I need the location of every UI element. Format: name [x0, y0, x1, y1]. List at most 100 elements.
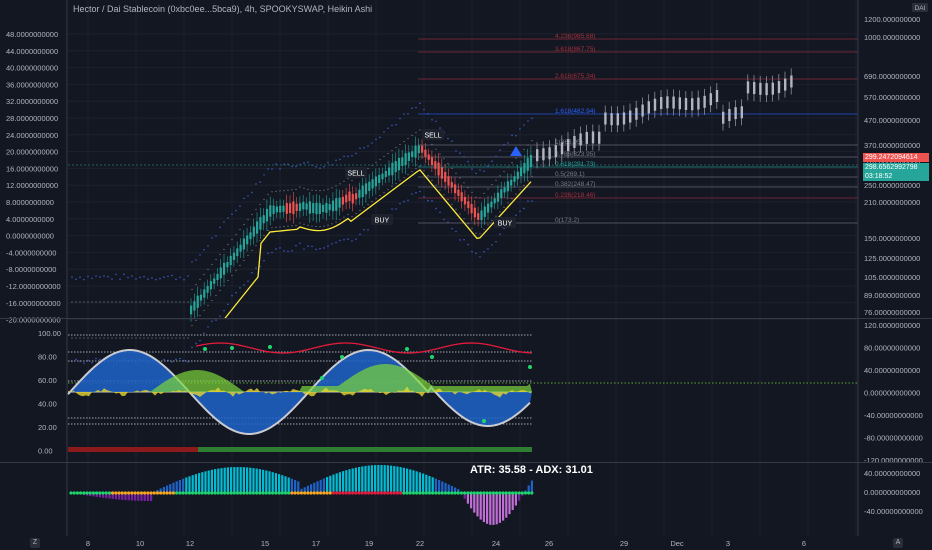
- hist-dot: [469, 491, 473, 495]
- left-axis-label: 20.0000000000: [6, 148, 58, 157]
- band-dot: [447, 163, 449, 165]
- candle-body: [229, 255, 232, 266]
- band-dot: [223, 221, 225, 223]
- hist-dot: [149, 491, 153, 495]
- band-dot: [171, 361, 173, 363]
- band-dot: [439, 153, 441, 155]
- candle-body: [397, 157, 401, 171]
- hist-bar: [194, 474, 197, 493]
- hist-dot: [383, 491, 387, 495]
- band-dot: [87, 275, 89, 278]
- band-dot: [215, 294, 217, 297]
- projection-candle: [610, 113, 613, 126]
- band-dot: [231, 274, 233, 277]
- hist-dot: [162, 491, 166, 495]
- hist-dot: [264, 491, 268, 495]
- candle-body: [440, 167, 443, 179]
- band-dot: [319, 247, 321, 250]
- band-dot: [191, 324, 193, 327]
- band-dot: [387, 127, 389, 130]
- band-dot: [395, 123, 397, 126]
- candle-body: [312, 203, 315, 214]
- hist-dot: [290, 491, 294, 495]
- band-dot: [135, 337, 137, 339]
- projection-candle: [691, 98, 694, 111]
- candle-body: [411, 151, 414, 158]
- right-axis-label: 89.00000000000: [864, 291, 920, 300]
- right-axis-label: 470.0000000000: [864, 116, 920, 125]
- band-dot: [311, 164, 313, 166]
- band-dot: [335, 185, 337, 187]
- hist-dot: [424, 491, 428, 495]
- band-dot: [159, 277, 161, 280]
- hist-dot: [287, 491, 291, 495]
- band-dot: [243, 197, 245, 200]
- band-dot: [75, 301, 77, 303]
- zoom-icon[interactable]: Z: [30, 538, 40, 548]
- hist-dot: [309, 491, 313, 495]
- osc-left-axis-label: 60.00: [38, 376, 57, 385]
- band-dot: [167, 301, 169, 303]
- candle-body: [434, 161, 437, 169]
- peak-dot: [528, 365, 532, 369]
- band-dot: [407, 173, 409, 176]
- osc-right-axis-label: 40.00000000000: [864, 366, 920, 375]
- hist-dot: [245, 491, 249, 495]
- candle-body: [272, 205, 275, 214]
- band-dot: [307, 224, 309, 226]
- hist-bar: [233, 467, 236, 493]
- band-dot: [511, 198, 513, 200]
- band-dot: [315, 189, 317, 192]
- hist-dot: [322, 491, 326, 495]
- band-dot: [231, 238, 233, 241]
- osc-right-axis-label: -120.0000000000: [864, 456, 923, 465]
- auto-scale-icon[interactable]: A: [893, 538, 903, 548]
- fib-label: 2.618(675.34): [555, 73, 595, 80]
- hist-bar: [246, 467, 249, 493]
- projection-candle: [715, 90, 719, 103]
- band-dot: [455, 208, 457, 210]
- band-dot: [355, 152, 357, 155]
- band-dot: [275, 163, 277, 165]
- band-dot: [323, 165, 325, 168]
- candle-body: [483, 206, 486, 217]
- hist-dot: [306, 491, 310, 495]
- hist-bar: [265, 470, 268, 493]
- osc-right-axis-label: 80.00000000000: [864, 344, 920, 353]
- grid-lines: [68, 0, 858, 536]
- hist-bar: [489, 493, 492, 525]
- band-dot: [487, 165, 489, 167]
- time-axis-label: 15: [261, 539, 269, 548]
- candle-body: [401, 157, 404, 166]
- band-dot: [311, 225, 313, 227]
- band-dot: [115, 337, 117, 339]
- band-dot: [139, 276, 141, 279]
- projection-candle: [660, 97, 663, 110]
- hist-dot: [405, 491, 409, 495]
- candle-body: [302, 201, 305, 210]
- pane-separator-2[interactable]: [0, 462, 932, 463]
- band-dot: [331, 223, 333, 225]
- band-dot: [419, 165, 421, 167]
- band-dot: [487, 188, 489, 190]
- left-axis-label: 36.0000000000: [6, 80, 58, 89]
- band-dot: [363, 206, 365, 209]
- candle-body: [292, 201, 295, 215]
- candle-body: [289, 203, 292, 213]
- hist-bar: [447, 484, 450, 493]
- projection-candle: [573, 135, 576, 148]
- hist-dot: [357, 491, 361, 495]
- band-dot: [283, 163, 285, 166]
- pane-separator-1[interactable]: [0, 318, 932, 319]
- histogram-group: [69, 465, 534, 525]
- band-dot: [287, 189, 289, 191]
- band-dot: [283, 226, 285, 228]
- hist-bar: [377, 465, 380, 493]
- hist-bar: [470, 493, 473, 509]
- band-dot: [127, 301, 129, 303]
- hist-dot: [370, 491, 374, 495]
- hist-bar: [95, 493, 98, 497]
- candle-body: [477, 213, 480, 220]
- band-dot: [283, 249, 285, 252]
